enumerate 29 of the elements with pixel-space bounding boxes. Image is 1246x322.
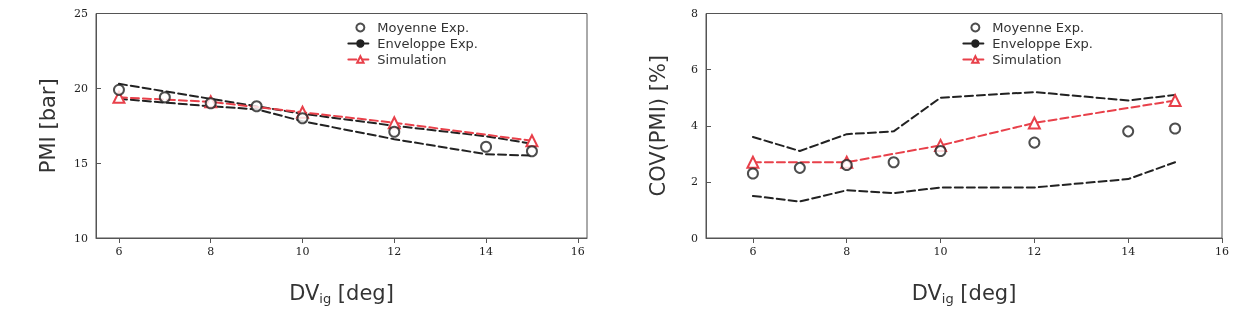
legend-label: Moyenne Exp. — [992, 20, 1085, 35]
legend-label: Enveloppe Exp. — [377, 36, 478, 51]
y-axis-title: COV(PMI) [%] — [645, 54, 670, 197]
x-tick-label: 10 — [295, 245, 310, 258]
x-tick-label: 8 — [843, 245, 851, 258]
x-tick-label: 16 — [1215, 245, 1229, 258]
x-tick-label: 8 — [207, 245, 215, 258]
y-axis-title: PMI [bar] — [35, 78, 60, 174]
x-tick-label: 10 — [933, 245, 948, 258]
x-tick-label: 12 — [387, 245, 402, 258]
y-tick-label: 8 — [691, 7, 698, 20]
x-tick-label: 16 — [570, 245, 585, 258]
y-tick-label: 0 — [691, 231, 698, 245]
legend-label: Enveloppe Exp. — [992, 36, 1093, 51]
legend-label: Simulation — [377, 52, 447, 67]
y-tick-label: 10 — [74, 231, 88, 245]
legend-label: Moyenne Exp. — [377, 20, 470, 35]
x-tick-label: 6 — [749, 245, 757, 258]
x-tick-label: 6 — [115, 245, 123, 258]
x-tick-label: 14 — [1121, 245, 1136, 258]
y-tick-label: 20 — [74, 81, 88, 95]
y-tick-label: 25 — [74, 7, 88, 20]
y-tick-label: 4 — [691, 119, 698, 133]
x-tick-label: 12 — [1027, 245, 1042, 258]
y-tick-label: 15 — [74, 156, 88, 170]
y-tick-label: 2 — [691, 175, 698, 189]
x-tick-label: 14 — [479, 245, 494, 258]
y-tick-label: 6 — [691, 63, 698, 77]
legend-label: Simulation — [992, 52, 1062, 67]
